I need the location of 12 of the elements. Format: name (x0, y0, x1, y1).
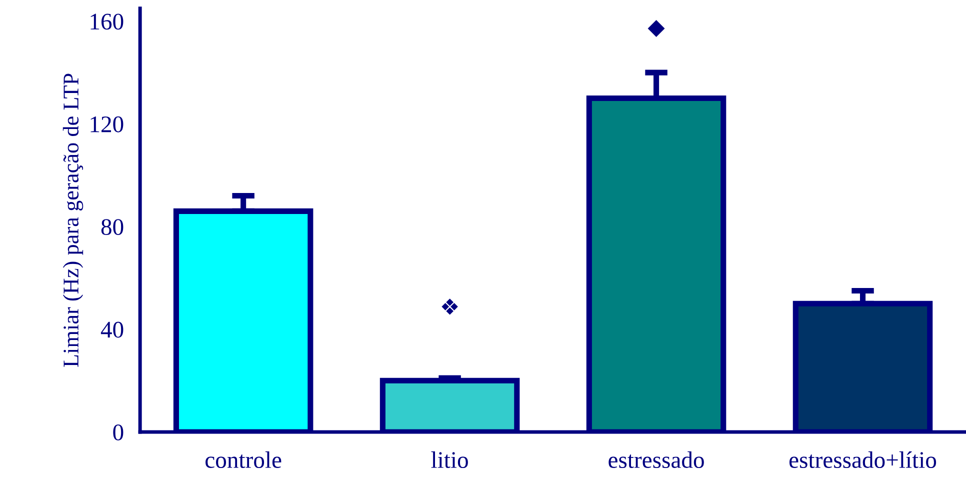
y-tick-label: 40 (100, 322, 124, 338)
x-tick-label: controle (206, 451, 282, 468)
y-tick-label: 0 (113, 424, 124, 440)
y-tick-label: 160 (90, 14, 124, 30)
x-tick-label: estressado+lítio (789, 451, 936, 468)
y-tick-label: 80 (101, 219, 124, 236)
annotation: ❖ (442, 298, 458, 315)
y-axis-title: Limiar (Hz) para geração de LTP (62, 74, 84, 367)
annotation: ◆ (648, 20, 665, 37)
y-tick-label: 120 (90, 116, 124, 132)
x-tick-label: litio (431, 451, 468, 468)
x-tick-label: estressado (608, 451, 704, 468)
